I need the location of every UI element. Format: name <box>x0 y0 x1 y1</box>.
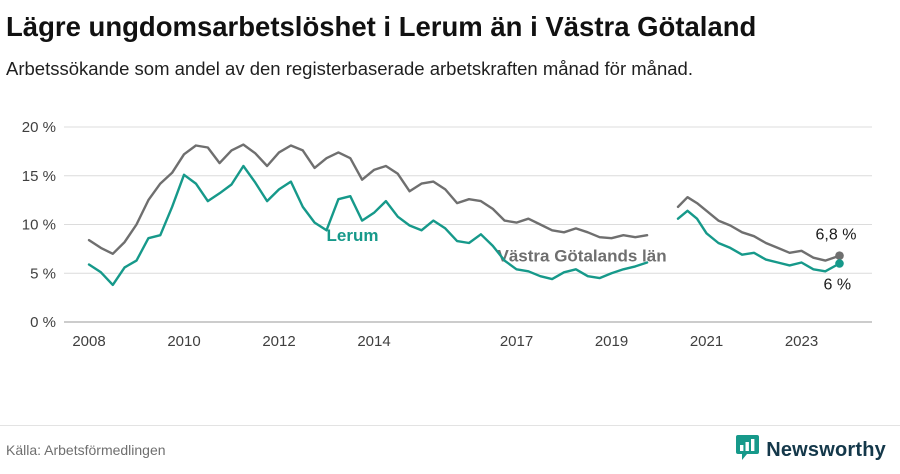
series-endpoint-dot <box>835 259 844 268</box>
x-tick-label: 2021 <box>690 333 723 350</box>
x-tick-label: 2012 <box>262 333 295 350</box>
x-tick-label: 2017 <box>500 333 533 350</box>
series-line <box>676 196 841 262</box>
x-tick-label: 2008 <box>72 333 105 350</box>
series-line <box>87 164 649 287</box>
page-title: Lägre ungdomsarbetslöshet i Lerum än i V… <box>6 11 757 42</box>
line-chart: 0 % 5 % 10 % 15 % 20 % 2008 2010 2012 2014 2017 20… <box>22 119 872 350</box>
series-line <box>87 143 649 256</box>
x-tick-label: 2023 <box>785 333 818 350</box>
x-tick-label: 2014 <box>357 333 390 350</box>
series-endpoint-dot <box>835 251 844 261</box>
chart-header: Lägre ungdomsarbetslöshet i Lerum än i V… <box>0 0 900 81</box>
series-label: Lerum <box>327 226 379 245</box>
x-tick-label: 2010 <box>167 333 200 350</box>
series-end-value-label: 6,8 % <box>816 227 857 244</box>
newsworthy-brand-link[interactable]: Newsworthy <box>735 434 886 466</box>
newsworthy-logo-icon <box>735 434 760 466</box>
page-subtitle: Arbetssökande som andel av den registerb… <box>6 57 693 79</box>
newsworthy-wordmark: Newsworthy <box>766 438 886 461</box>
series-end-value-label: 6 % <box>824 277 852 294</box>
chart-area: 0 % 5 % 10 % 15 % 20 % 2008 2010 2012 2014 2017 20… <box>0 97 900 360</box>
footer: Källa: Arbetsförmedlingen Newsworthy <box>0 425 900 474</box>
x-tick-label: 2019 <box>595 333 628 350</box>
y-tick-label: 0 % <box>30 314 56 331</box>
series-label: Västra Götalands län <box>498 247 667 266</box>
y-tick-label: 5 % <box>30 265 56 282</box>
source-credit: Källa: Arbetsförmedlingen <box>6 442 166 458</box>
y-tick-label: 20 % <box>22 119 56 136</box>
y-tick-label: 15 % <box>22 168 56 185</box>
series-line <box>676 209 841 273</box>
y-tick-label: 10 % <box>22 217 56 234</box>
